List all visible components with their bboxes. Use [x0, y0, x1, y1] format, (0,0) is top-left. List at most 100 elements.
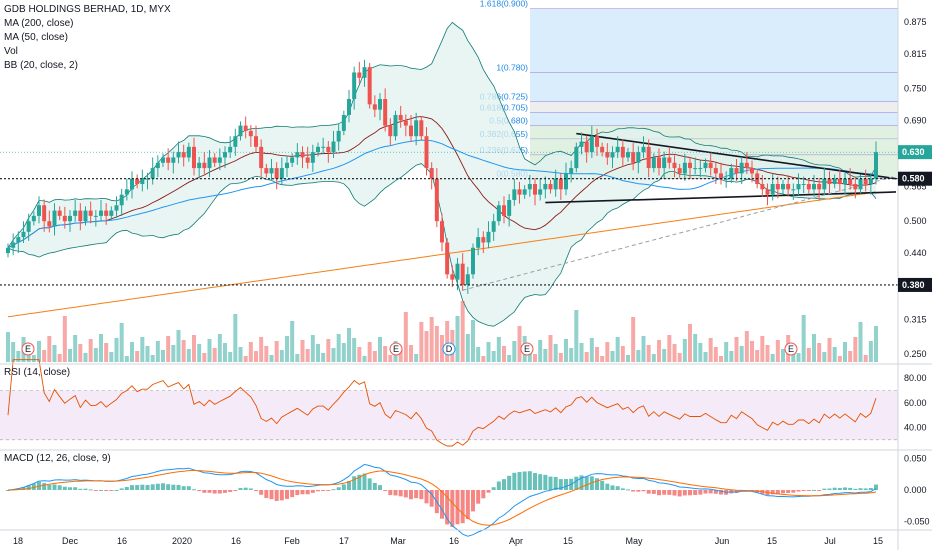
volume-bar: [806, 348, 811, 362]
volume-bar: [626, 355, 630, 362]
chart-legend: GDB HOLDINGS BERHAD, 1D, MYX MA (200, cl…: [4, 3, 171, 73]
candle-body: [636, 152, 641, 163]
volume-bar: [409, 345, 413, 362]
candle-body: [450, 274, 455, 280]
volume-bar: [827, 338, 832, 362]
candle-body: [429, 168, 434, 179]
time-axis-label: Jun: [715, 536, 730, 546]
candle-body: [212, 157, 217, 163]
macd-histogram-bar: [605, 483, 610, 490]
volume-bar: [853, 337, 858, 362]
candle-body: [383, 99, 388, 126]
candle-body: [372, 104, 377, 110]
candle-body: [367, 67, 372, 105]
macd-histogram-bar: [631, 490, 636, 492]
legend-vol[interactable]: Vol: [4, 46, 18, 57]
macd-histogram-bar: [770, 490, 775, 495]
volume-bar: [595, 347, 599, 362]
price-axis-label: 0.565: [904, 182, 927, 192]
macd-histogram-bar: [88, 489, 93, 491]
macd-histogram-bar: [584, 476, 589, 490]
candle-body: [615, 146, 620, 153]
candle-body: [574, 146, 579, 169]
candle-body: [378, 99, 382, 110]
candle-body: [719, 173, 723, 179]
volume-bar: [192, 335, 196, 362]
volume-bar: [848, 351, 853, 362]
legend-title: GDB HOLDINGS BERHAD, 1D, MYX: [4, 4, 171, 15]
event-marker[interactable]: E: [389, 342, 403, 356]
candle-body: [217, 157, 222, 163]
rsi-axis-label: 60.00: [904, 398, 927, 408]
legend-ma200[interactable]: MA (200, close): [4, 18, 74, 29]
macd-histogram-bar: [512, 472, 517, 490]
candle-body: [631, 152, 636, 163]
candle-body: [145, 178, 150, 180]
macd-histogram-bar: [6, 490, 10, 491]
macd-histogram-bar: [424, 490, 429, 504]
volume-bar: [801, 315, 806, 362]
candle-body: [657, 157, 661, 169]
volume-bar: [620, 346, 625, 362]
event-marker[interactable]: D: [442, 342, 456, 356]
volume-bar: [424, 331, 429, 362]
price-axis-label: 0.440: [904, 248, 927, 258]
macd-pane: [6, 463, 878, 537]
time-axis-label: 18: [13, 536, 23, 546]
macd-histogram-bar: [662, 490, 667, 495]
macd-histogram-bar: [615, 486, 620, 490]
volume-bar: [217, 334, 222, 362]
rsi-legend[interactable]: RSI (14, close): [4, 367, 71, 378]
volume-bar: [512, 341, 517, 362]
candle-body: [465, 274, 470, 285]
candle-body: [171, 157, 176, 163]
volume-bar: [42, 350, 47, 362]
event-marker[interactable]: E: [784, 342, 798, 356]
macd-histogram-bar: [801, 490, 806, 491]
volume-bar: [37, 341, 41, 362]
candle-body: [527, 184, 532, 190]
legend-ma50[interactable]: MA (50, close): [4, 32, 68, 43]
time-axis-label: Jul: [824, 536, 836, 546]
macd-histogram-bar: [135, 485, 140, 490]
candle-body: [414, 120, 419, 137]
candle-body: [589, 136, 594, 153]
candle-body: [207, 157, 212, 169]
candle-body: [858, 178, 863, 190]
candle-body: [37, 205, 41, 216]
candle-body: [491, 221, 496, 232]
macd-histogram-bar: [651, 490, 656, 494]
event-marker[interactable]: E: [520, 342, 534, 356]
volume-bar: [703, 352, 708, 362]
volume-bar: [233, 314, 238, 362]
candle-body: [791, 189, 796, 191]
volume-bar: [667, 335, 672, 362]
volume-bar: [124, 356, 129, 362]
macd-histogram-bar: [822, 488, 827, 490]
price-badge-label: 0.380: [902, 280, 925, 290]
volume-bar: [868, 341, 873, 362]
macd-histogram-bar: [440, 490, 444, 519]
macd-histogram-bar: [688, 490, 692, 496]
legend-bb[interactable]: BB (20, close, 2): [4, 60, 78, 71]
volume-bar: [171, 345, 176, 362]
event-marker[interactable]: E: [21, 342, 35, 356]
macd-legend[interactable]: MACD (12, 26, close, 9): [4, 453, 111, 464]
candle-body: [88, 210, 93, 216]
candle-body: [765, 189, 770, 195]
candle-body: [362, 67, 367, 78]
volume-bar: [708, 338, 713, 362]
volume-bar: [558, 353, 563, 362]
volume-bar: [750, 341, 754, 362]
volume-bar: [533, 354, 537, 362]
candle-body: [843, 178, 847, 185]
ma200-line: [7, 191, 877, 318]
price-axis-label: 0.815: [904, 49, 927, 59]
candle-body: [269, 168, 274, 174]
candle-body: [445, 242, 450, 275]
volume-bar: [6, 332, 10, 362]
candle-body: [750, 168, 754, 174]
candle-body: [398, 114, 403, 121]
